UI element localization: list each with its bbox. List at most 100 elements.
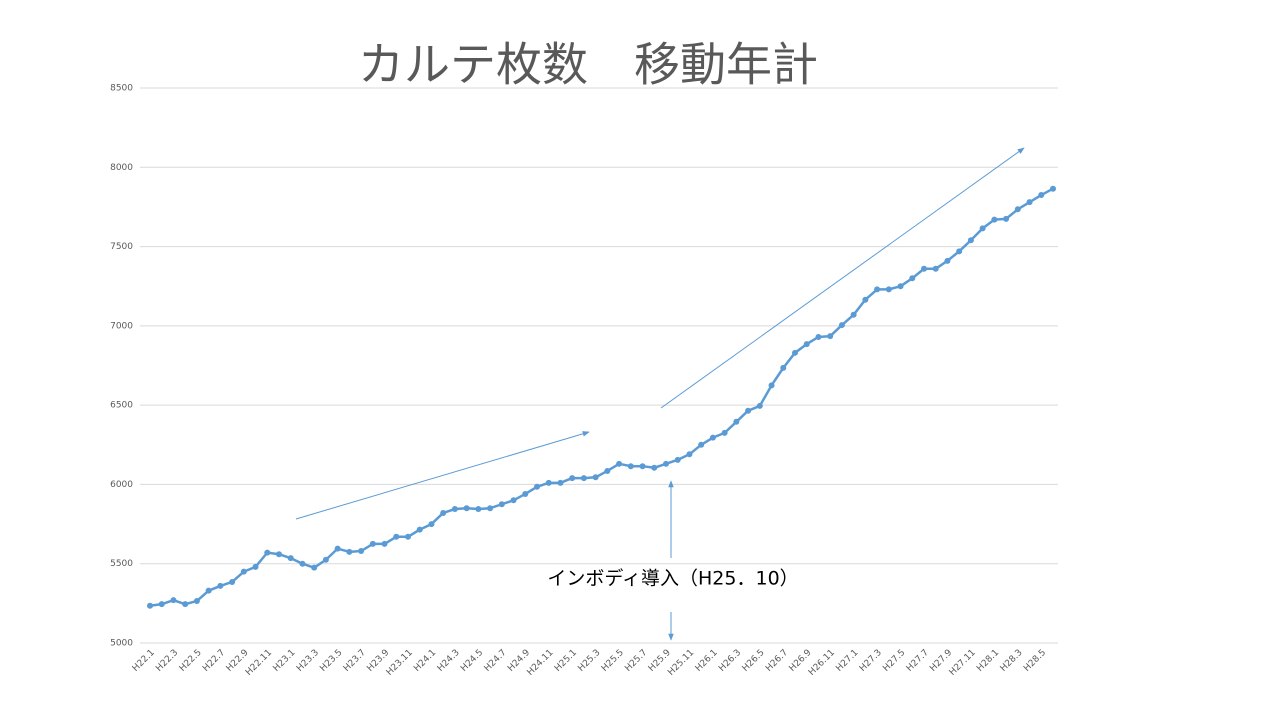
- data-point: [569, 475, 576, 482]
- data-point: [240, 568, 247, 575]
- trend-arrow: [660, 147, 1025, 409]
- data-point: [545, 479, 552, 486]
- data-point: [604, 467, 611, 474]
- data-point: [663, 460, 669, 467]
- data-point: [874, 286, 881, 293]
- x-tick-label: H24.1: [412, 648, 438, 674]
- series-line: [149, 187, 1054, 607]
- data-point: [158, 601, 165, 608]
- data-point: [1038, 192, 1045, 199]
- x-tick-label: H22.1: [131, 648, 157, 674]
- data-point: [991, 216, 998, 223]
- data-point: [1050, 185, 1056, 192]
- y-tick-label: 7000: [110, 321, 133, 331]
- data-point: [193, 597, 200, 604]
- data-point: [850, 311, 857, 318]
- x-tick-label: H27.1: [834, 648, 860, 674]
- x-tick-label: H22.5: [178, 648, 204, 674]
- y-tick-label: 5000: [110, 639, 133, 649]
- data-point: [557, 479, 564, 486]
- x-tick-label: H26.7: [764, 648, 790, 674]
- y-tick-label: 7500: [110, 242, 133, 252]
- data-point: [709, 434, 716, 441]
- data-point: [147, 602, 153, 609]
- data-point: [346, 548, 353, 555]
- data-point: [369, 540, 376, 547]
- data-point: [358, 548, 365, 555]
- data-point: [205, 587, 212, 594]
- data-point: [756, 402, 763, 409]
- x-tick-label: H25.5: [600, 648, 626, 674]
- x-tick-label: H23.1: [272, 648, 298, 674]
- data-point: [440, 509, 447, 516]
- data-point: [838, 322, 845, 329]
- data-point: [334, 545, 341, 552]
- data-point: [322, 556, 329, 563]
- data-point: [616, 460, 623, 467]
- x-tick-label: H28.3: [999, 648, 1025, 674]
- annotation: インボディ導入（H25．10）: [547, 568, 798, 590]
- data-point: [217, 582, 224, 589]
- x-tick-label: H23.3: [295, 648, 321, 674]
- x-tick-label: H28.5: [1022, 648, 1048, 674]
- data-point: [897, 283, 904, 290]
- data-point: [264, 549, 271, 556]
- data-point: [780, 364, 787, 371]
- data-point: [698, 441, 705, 448]
- trend-arrow: [295, 431, 590, 520]
- x-tick-label: H23.5: [318, 648, 344, 674]
- data-point: [276, 551, 282, 558]
- y-tick-label: 8500: [110, 84, 133, 94]
- chart-title: カルテ枚数 移動年計: [358, 38, 818, 92]
- data-point: [885, 286, 892, 293]
- y-tick-label: 6500: [110, 401, 133, 411]
- data-point: [393, 533, 400, 540]
- x-tick-label: H25.1: [553, 648, 579, 674]
- data-point: [592, 474, 599, 481]
- data-point: [498, 501, 505, 508]
- data-point: [745, 407, 752, 414]
- data-point: [1014, 206, 1021, 213]
- data-point: [639, 463, 646, 470]
- x-tick-label: H25.11: [666, 648, 696, 678]
- data-point: [815, 333, 822, 340]
- data-point: [463, 505, 470, 512]
- x-tick-label: H26.11: [807, 648, 837, 678]
- y-tick-label: 8000: [110, 163, 133, 173]
- data-point: [1026, 199, 1033, 206]
- x-tick-label: H28.1: [975, 648, 1001, 674]
- x-tick-label: H22.3: [154, 648, 180, 674]
- data-point: [1003, 215, 1010, 222]
- data-point: [475, 506, 482, 513]
- x-tick-label: H24.3: [436, 648, 462, 674]
- data-point: [651, 464, 658, 471]
- data-point: [252, 563, 259, 570]
- data-point: [416, 526, 423, 533]
- x-tick-label: H23.11: [385, 648, 415, 678]
- data-point: [967, 237, 974, 244]
- data-point: [381, 540, 388, 547]
- data-point: [182, 601, 189, 608]
- data-point: [170, 597, 177, 604]
- data-point: [534, 483, 540, 490]
- data-point: [792, 349, 798, 356]
- x-tick-label: H23.7: [342, 648, 368, 674]
- data-point: [580, 475, 587, 482]
- data-point: [944, 257, 951, 264]
- data-point: [827, 333, 834, 340]
- data-point: [287, 555, 294, 562]
- x-tick-label: H27.5: [881, 648, 907, 674]
- data-point: [627, 463, 634, 470]
- data-point: [803, 341, 810, 348]
- data-point: [510, 497, 517, 504]
- data-point: [909, 275, 916, 282]
- data-point: [674, 456, 681, 463]
- x-tick-label: H27.3: [858, 648, 884, 674]
- x-tick-label: H27.11: [948, 648, 978, 678]
- x-tick-label: H24.11: [526, 648, 556, 678]
- data-point: [932, 265, 939, 272]
- data-point: [921, 265, 927, 272]
- data-point: [956, 248, 963, 255]
- data-point: [979, 225, 986, 232]
